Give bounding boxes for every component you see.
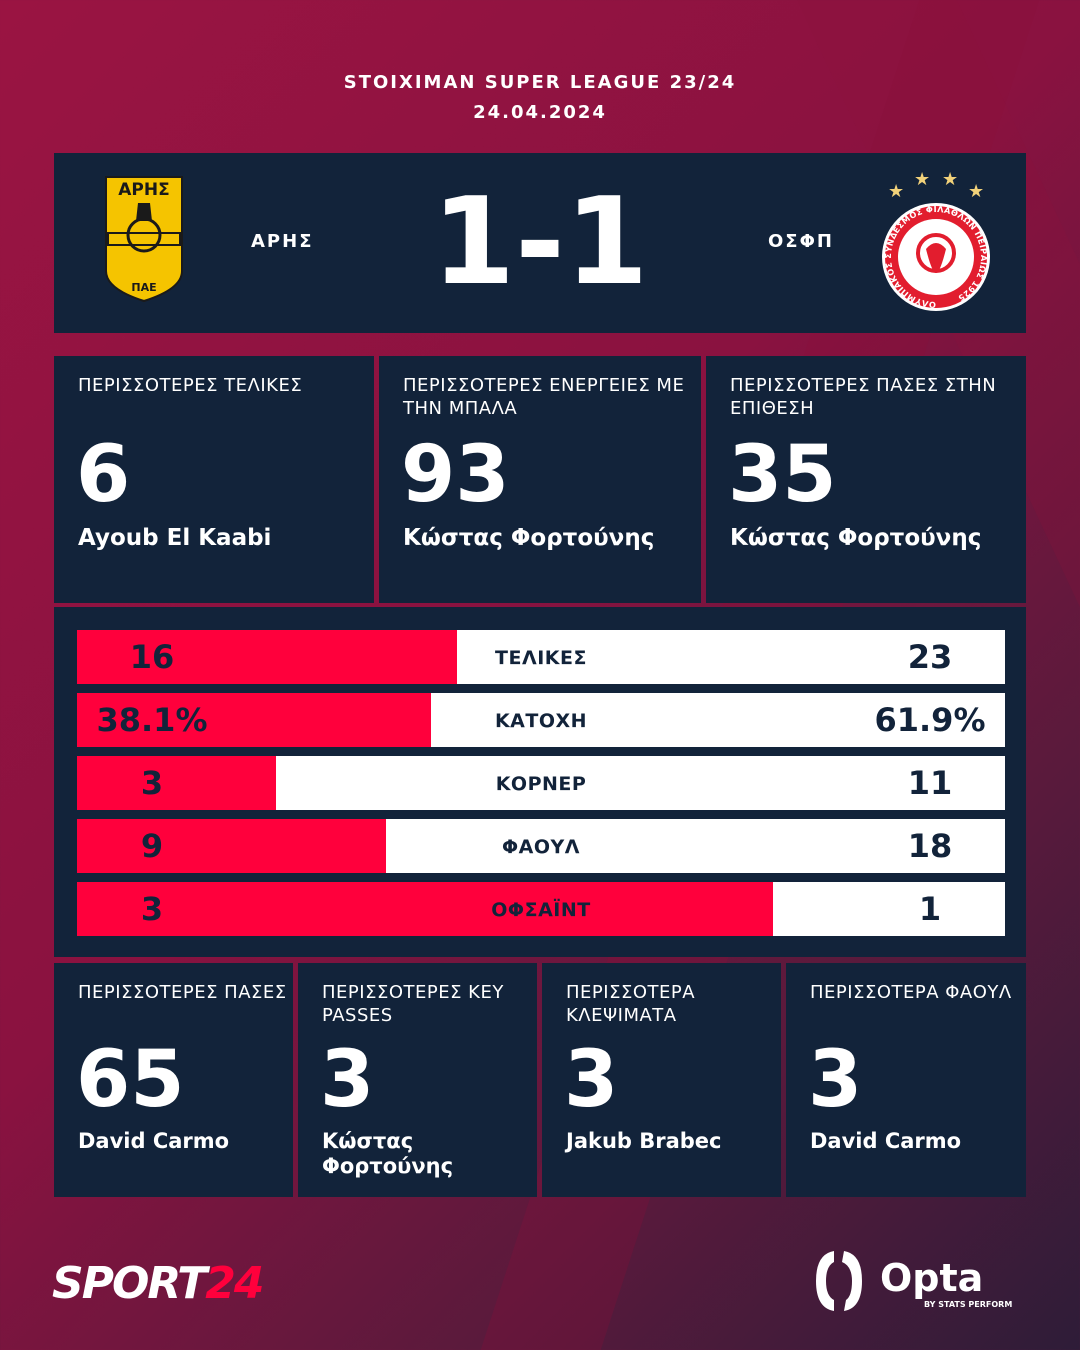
svg-text:★: ★ (914, 169, 930, 190)
svg-text:★: ★ (888, 181, 904, 202)
stat-label: ΚΟΡΝΕΡ (495, 773, 587, 795)
home-value: 16 (129, 638, 175, 676)
card-title: ΠΕΡΙΣΣΟΤΕΡΕΣ ΠΑΣΕΣ ΣΤΗΝ ΕΠΙΘΕΣΗ (730, 375, 997, 419)
home-value: 38.1% (96, 701, 208, 739)
home-share-bar (77, 693, 431, 747)
home-value: 9 (140, 827, 164, 865)
away-team-name: ΟΣΦΠ (768, 231, 834, 252)
card-value: 93 (401, 430, 510, 520)
scoreboard: ΑΡΗΣ ΠΑΕ ΑΡΗΣ 1-1 ΟΣΦΠ ★ ★ ★ ★ ΟΛΥΜΠΙΑΚΟΣ Σ… (54, 153, 1026, 333)
home-share-bar (77, 819, 387, 873)
league-title: STOIXIMAN SUPER LEAGUE 23/24 (343, 72, 737, 93)
card-player: Ayoub El Kaabi (78, 525, 272, 551)
stat-row: 38.1% ΚΑΤΟΧΗ 61.9% (77, 693, 1005, 747)
opta-mark-icon (816, 1251, 862, 1311)
card-title: ΠΕΡΙΣΣΟΤΕΡΕΣ ΠΑΣΕΣ (78, 982, 287, 1003)
stat-row: 16 ΤΕΛΙΚΕΣ 23 (77, 630, 1005, 684)
home-share-bar (77, 756, 276, 810)
bottom-stat-card: ΠΕΡΙΣΣΟΤΕΡΕΣ ΠΑΣΕΣ 65 David Carmo (54, 963, 293, 1197)
card-player: David Carmo (810, 1129, 962, 1153)
away-value: 23 (907, 638, 953, 676)
stat-label: ΚΑΤΟΧΗ (494, 710, 588, 732)
stat-row: 9 ΦΑΟΥΛ 18 (77, 819, 1005, 873)
opta-subtitle: BY STATS PERFORM (924, 1300, 1013, 1309)
card-player: Jakub Brabec (566, 1129, 722, 1153)
card-player: Κώστας Φορτούνης (322, 1129, 454, 1178)
away-value: 18 (907, 827, 953, 865)
team-stats-panel: 16 ΤΕΛΙΚΕΣ 23 38.1% ΚΑΤΟΧΗ 61.9% 3 ΚΟΡΝΕΡ 11 9 ΦΑΟ… (54, 607, 1026, 957)
away-value: 61.9% (874, 701, 986, 739)
top-stat-card: ΠΕΡΙΣΣΟΤΕΡΕΣ ΕΝΕΡΓΕΙΕΣ ΜΕ ΤΗΝ ΜΠΑΛΑ 93 Κώσ… (379, 356, 701, 603)
home-share-bar (77, 882, 773, 936)
stat-label: ΤΕΛΙΚΕΣ (495, 647, 587, 669)
stat-label: ΦΑΟΥΛ (502, 836, 580, 858)
away-value: 11 (907, 764, 953, 802)
svg-text:★: ★ (968, 181, 984, 202)
sport24-logo-text: SPORT (52, 1258, 207, 1309)
stat-row: 3 ΟΦΣΑΪΝΤ 1 (77, 882, 1005, 936)
card-value: 3 (564, 1035, 619, 1125)
card-player: Κώστας Φορτούνης (730, 525, 982, 551)
home-team-name: ΑΡΗΣ (251, 231, 314, 252)
match-date: 24.04.2024 (473, 102, 607, 123)
aris-logo: ΑΡΗΣ ΠΑΕ (105, 176, 183, 303)
home-value: 3 (140, 890, 164, 928)
card-title: ΠΕΡΙΣΣΟΤΕΡΑ ΦΑΟΥΛ (810, 982, 1012, 1003)
card-player: Κώστας Φορτούνης (403, 525, 655, 551)
card-title: ΠΕΡΙΣΣΟΤΕΡΕΣ ΤΕΛΙΚΕΣ (78, 375, 303, 396)
match-score: 1-1 (431, 173, 649, 312)
sport24-logo: SPORT24 (52, 1258, 265, 1309)
opta-text: Opta (880, 1256, 984, 1300)
sport24-logo-number: 24 (205, 1258, 264, 1309)
card-value: 3 (320, 1035, 375, 1125)
stat-label: ΟΦΣΑΪΝΤ (491, 899, 591, 921)
opta-logo: Opta BY STATS PERFORM (812, 1248, 1012, 1314)
top-stat-card: ΠΕΡΙΣΣΟΤΕΡΕΣ ΠΑΣΕΣ ΣΤΗΝ ΕΠΙΘΕΣΗ 35 Κώστας … (706, 356, 1026, 603)
away-value: 1 (918, 890, 942, 928)
card-value: 35 (728, 430, 837, 520)
bottom-stat-card: ΠΕΡΙΣΣΟΤΕΡΑ ΦΑΟΥΛ 3 David Carmo (786, 963, 1026, 1197)
svg-text:ΑΡΗΣ: ΑΡΗΣ (118, 180, 169, 200)
stat-row: 3 ΚΟΡΝΕΡ 11 (77, 756, 1005, 810)
bottom-stat-card: ΠΕΡΙΣΣΟΤΕΡΕΣ KEY PASSES 3 Κώστας Φορτούνης (298, 963, 537, 1197)
card-player: David Carmo (78, 1129, 230, 1153)
header: STOIXIMAN SUPER LEAGUE 23/24 24.04.2024 (0, 68, 1080, 128)
card-title: ΠΕΡΙΣΣΟΤΕΡΕΣ ΕΝΕΡΓΕΙΕΣ ΜΕ ΤΗΝ ΜΠΑΛΑ (403, 375, 685, 419)
olympiacos-logo: ★★ ★★ ΟΛΥΜΠΙΑΚΟΣ ΣΥΝΔΕΣΜΟΣ ΦΙΛΑΘΛΩΝ ΠΕΙΡΑ… (882, 169, 990, 311)
bottom-stat-card: ΠΕΡΙΣΣΟΤΕΡΑ ΚΛΕΨΙΜΑΤΑ 3 Jakub Brabec (542, 963, 781, 1197)
svg-text:★: ★ (942, 169, 958, 190)
top-stat-card: ΠΕΡΙΣΣΟΤΕΡΕΣ ΤΕΛΙΚΕΣ 6 Ayoub El Kaabi (54, 356, 374, 603)
home-value: 3 (140, 764, 164, 802)
home-share-bar (77, 630, 458, 684)
card-value: 3 (808, 1035, 863, 1125)
card-value: 65 (76, 1035, 185, 1125)
card-value: 6 (76, 430, 131, 520)
svg-text:ΠΑΕ: ΠΑΕ (131, 281, 156, 294)
card-title: ΠΕΡΙΣΣΟΤΕΡΕΣ KEY PASSES (322, 982, 504, 1026)
card-title: ΠΕΡΙΣΣΟΤΕΡΑ ΚΛΕΨΙΜΑΤΑ (566, 982, 696, 1026)
